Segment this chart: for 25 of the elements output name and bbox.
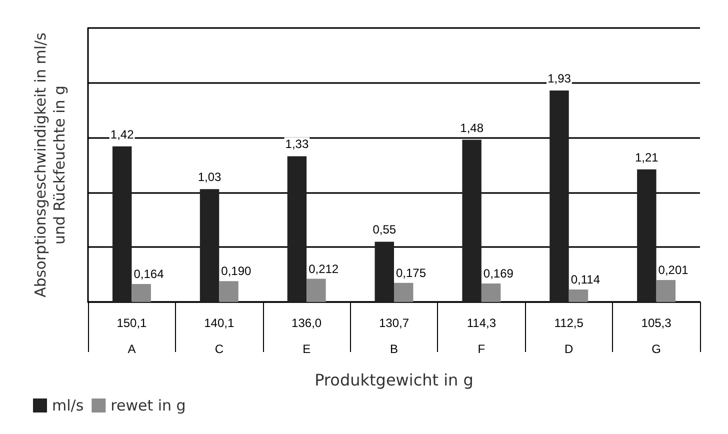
x-tick-label: 105,3 G (641, 316, 672, 356)
data-label: 1,42 (110, 127, 134, 142)
x-tick-label: 112,5 D (554, 316, 584, 356)
y-axis-title: Absorptionsgeschwindigkeit in ml/s und Rückfeuchte in g (32, 32, 69, 298)
data-label: 0,212 (308, 262, 339, 276)
data-label: 1,93 (548, 71, 572, 86)
data-label: 1,03 (198, 170, 222, 184)
data-label: 0,55 (372, 222, 396, 237)
x-tick-label: 150,1 A (116, 316, 148, 356)
x-axis-title: Produktgewicht in g (314, 370, 474, 390)
legend-label: ml/s (52, 396, 84, 414)
data-label: 0,114 (570, 272, 600, 287)
x-tick-label: 114,3 F (466, 316, 496, 356)
data-label: 0,169 (483, 266, 514, 280)
x-tick-label: 136,0 E (292, 316, 322, 356)
data-label: 1,21 (634, 150, 659, 164)
data-label: 0,175 (396, 266, 426, 280)
data-label: 1,48 (460, 120, 484, 135)
data-label: 0,190 (221, 264, 252, 278)
data-label: 1,33 (285, 137, 309, 152)
data-label: 0,164 (134, 267, 164, 282)
x-tick-label: 140,1 C (204, 316, 234, 356)
data-label: 0,201 (658, 262, 689, 277)
legend-label: rewet in g (110, 396, 186, 414)
x-tick-label: 130,7 B (378, 316, 410, 356)
